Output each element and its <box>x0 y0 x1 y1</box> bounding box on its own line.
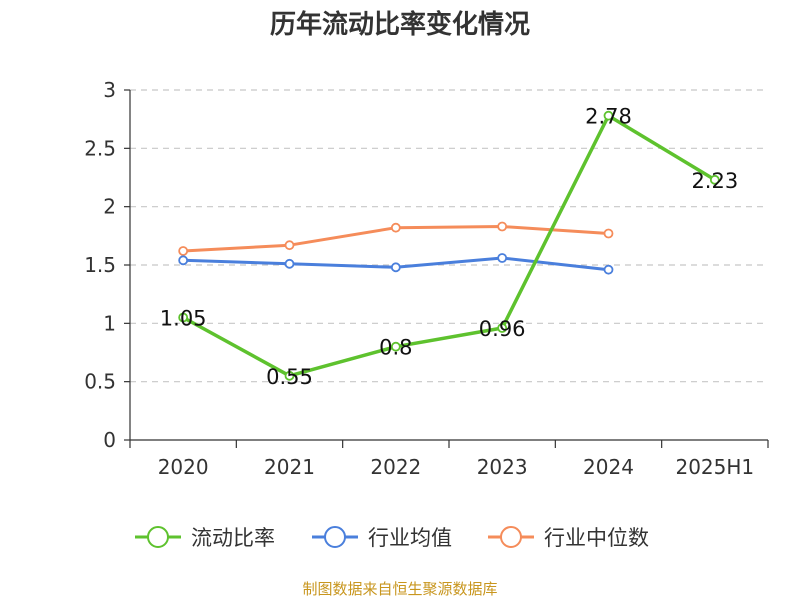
x-tick-label: 2025H1 <box>675 455 754 479</box>
data-point <box>284 258 295 269</box>
data-point <box>390 222 401 233</box>
data-point <box>709 174 720 185</box>
data-point <box>603 110 614 121</box>
data-point <box>603 228 614 239</box>
legend-marker <box>324 526 346 548</box>
data-label: 0.8 <box>379 336 412 360</box>
source-note: 制图数据来自恒生聚源数据库 <box>302 580 498 598</box>
data-point <box>178 255 189 266</box>
series-line <box>182 113 716 378</box>
x-tick-label: 2020 <box>158 455 209 479</box>
data-point <box>497 323 508 333</box>
legend: 流动比率 行业均值 行业中位数 <box>135 526 649 550</box>
data-point <box>178 312 189 323</box>
data-point <box>603 264 614 275</box>
legend-marker <box>500 526 522 548</box>
y-tick-label: 3 <box>103 78 116 102</box>
data-point <box>390 262 401 273</box>
chart-title: 历年流动比率变化情况 <box>269 10 530 40</box>
data-labels: 1.05 0.55 0.8 0.96 2.78 2.23 <box>160 105 738 389</box>
data-label: 0.55 <box>266 365 313 389</box>
series <box>178 110 720 381</box>
x-tick-label: 2022 <box>370 455 421 479</box>
data-label: 2.23 <box>691 169 738 193</box>
data-point <box>497 221 508 232</box>
legend-label: 行业中位数 <box>544 526 649 550</box>
axes: 0 0.5 1 1.5 2 2.5 3 2020 2021 2022 2023 2024 2025H1 <box>84 78 769 479</box>
y-tick-label: 0.5 <box>84 370 116 394</box>
data-label: 1.05 <box>160 307 207 331</box>
legend-label: 流动比率 <box>191 526 275 550</box>
x-tick-label: 2023 <box>477 455 528 479</box>
data-point <box>178 246 189 256</box>
data-label: 2.78 <box>585 105 632 129</box>
y-tick-label: 0 <box>103 428 116 452</box>
y-tick-label: 1.5 <box>84 253 116 277</box>
y-tick-label: 2.5 <box>84 136 116 160</box>
data-point <box>390 341 401 352</box>
y-tick-label: 2 <box>103 195 116 219</box>
y-tick-label: 1 <box>103 311 116 335</box>
data-point <box>284 240 295 251</box>
data-point <box>284 370 295 381</box>
x-tick-label: 2024 <box>583 455 634 479</box>
legend-marker <box>147 526 169 548</box>
legend-label: 行业均值 <box>368 526 452 550</box>
data-label: 0.96 <box>479 317 526 341</box>
data-point <box>497 253 508 263</box>
x-tick-label: 2021 <box>264 455 315 479</box>
